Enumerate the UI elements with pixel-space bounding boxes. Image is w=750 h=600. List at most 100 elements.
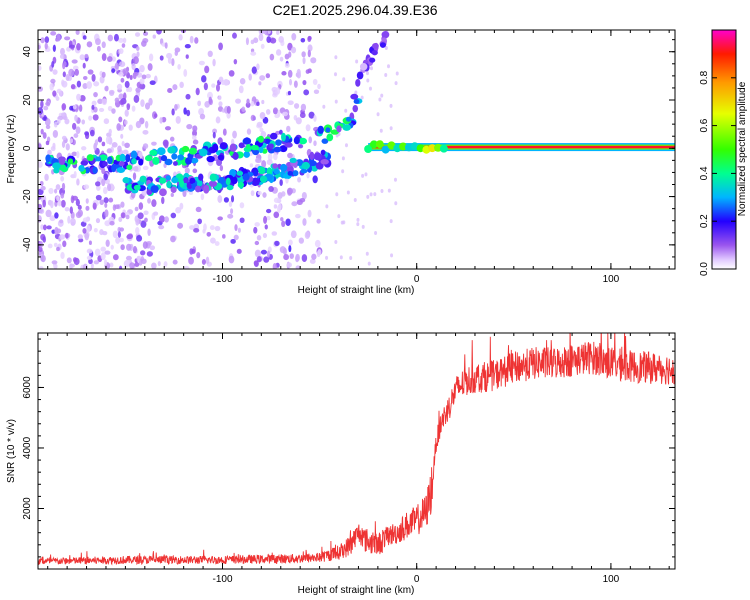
- x-tick-label: -100: [212, 274, 232, 285]
- noise-cell: [93, 81, 100, 87]
- noise-cell: [174, 103, 178, 111]
- noise-cell: [60, 47, 65, 56]
- noise-cell: [211, 83, 216, 88]
- noise-cell: [149, 245, 156, 251]
- noise-cell: [254, 249, 261, 258]
- noise-cell: [126, 234, 133, 240]
- noise-cell: [235, 98, 242, 104]
- noise-cell: [389, 219, 393, 224]
- noise-cell: [82, 217, 89, 223]
- ridge-cell: [165, 175, 171, 181]
- noise-cell: [297, 176, 301, 183]
- noise-cell: [387, 188, 391, 193]
- noise-cell: [212, 58, 216, 67]
- noise-cell: [394, 81, 398, 86]
- noise-cell: [301, 191, 307, 200]
- noise-cell: [193, 228, 200, 233]
- noise-cell: [81, 119, 86, 125]
- noise-cell: [136, 235, 143, 242]
- ridge-cell: [229, 143, 237, 152]
- noise-cell: [158, 224, 165, 230]
- noise-cell: [171, 108, 175, 116]
- noise-cell: [129, 262, 135, 269]
- noise-cell: [246, 128, 252, 135]
- noise-cell: [146, 251, 153, 257]
- noise-cell: [322, 104, 326, 109]
- noise-cell: [262, 192, 267, 198]
- noise-cell: [72, 104, 77, 110]
- noise-cell: [95, 181, 101, 187]
- noise-cell: [302, 57, 306, 65]
- noise-cell: [107, 34, 114, 42]
- noise-cell: [271, 231, 278, 236]
- noise-cell: [206, 231, 212, 237]
- noise-cell: [153, 211, 159, 216]
- noise-cell: [393, 177, 397, 182]
- ridge-carrier-line: [364, 140, 675, 154]
- noise-cell: [61, 140, 66, 148]
- noise-cell: [263, 215, 268, 224]
- noise-cell: [122, 37, 127, 44]
- noise-cell: [72, 122, 77, 130]
- noise-cell: [289, 253, 294, 259]
- carrier-blob: [439, 144, 448, 153]
- noise-cell: [44, 118, 51, 126]
- noise-cell: [287, 90, 292, 96]
- noise-cell: [373, 192, 377, 197]
- noise-cell: [169, 136, 175, 142]
- noise-cell: [56, 119, 61, 124]
- ridge-cell: [379, 42, 387, 48]
- ridge-cell: [144, 155, 153, 162]
- noise-cell: [250, 190, 255, 197]
- noise-cell: [107, 105, 113, 112]
- noise-cell: [101, 98, 108, 106]
- ridge-cell: [171, 153, 178, 160]
- noise-cell: [302, 218, 307, 226]
- noise-cell: [103, 173, 108, 181]
- noise-cell: [124, 142, 130, 148]
- noise-cell: [101, 167, 106, 175]
- noise-cell: [286, 262, 292, 268]
- noise-cell: [52, 142, 56, 149]
- noise-cell: [394, 201, 398, 206]
- noise-cell: [339, 255, 343, 260]
- noise-cell: [66, 257, 72, 264]
- noise-cell: [267, 30, 271, 34]
- noise-cell: [84, 53, 89, 59]
- noise-cell: [301, 254, 308, 262]
- noise-cell: [105, 239, 110, 247]
- noise-cell: [76, 93, 81, 101]
- noise-cell: [368, 86, 372, 91]
- noise-cell: [223, 197, 229, 203]
- noise-cell: [284, 63, 290, 68]
- noise-cell: [158, 215, 165, 223]
- noise-cell: [273, 211, 280, 219]
- ridge-cell: [371, 42, 379, 49]
- noise-cell: [182, 189, 187, 198]
- noise-cell: [63, 61, 67, 67]
- spectrogram-axes: -100 0 100 -40 -20 0 20 40: [22, 30, 675, 285]
- noise-cell: [236, 248, 242, 254]
- noise-cell: [77, 209, 83, 217]
- ridge-cell: [203, 185, 210, 194]
- noise-cell: [88, 240, 92, 246]
- noise-cell: [275, 87, 281, 95]
- noise-cell: [253, 37, 259, 44]
- noise-cell: [126, 243, 132, 251]
- noise-cell: [59, 234, 66, 240]
- noise-cell: [118, 216, 123, 223]
- noise-cell: [355, 59, 359, 64]
- noise-cell: [198, 107, 205, 116]
- noise-cell: [172, 259, 178, 265]
- ridge-cell: [320, 159, 329, 165]
- ridge-cell: [315, 162, 324, 170]
- snr-y-label: SNR (10 * v/v): [6, 419, 17, 483]
- noise-cell: [131, 62, 136, 71]
- noise-cell: [186, 109, 191, 117]
- noise-cell: [273, 152, 278, 161]
- noise-cell: [117, 231, 121, 238]
- y-tick-label: 20: [22, 94, 33, 106]
- colorbar-label: Normalized spectral amplitude: [737, 81, 748, 216]
- noise-cell: [265, 109, 271, 115]
- noise-cell: [233, 58, 238, 65]
